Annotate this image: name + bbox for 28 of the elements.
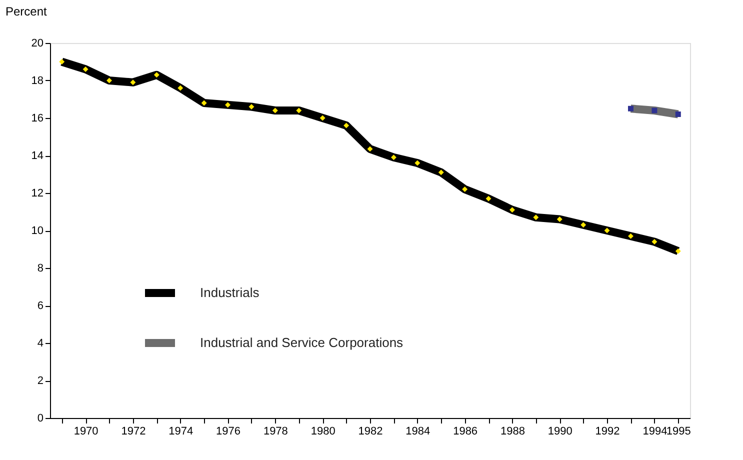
x-tick-label: 1976 (216, 426, 241, 438)
legend-label: Industrial and Service Corporations (200, 335, 404, 350)
x-tick-label: 1980 (310, 426, 336, 438)
x-tick-label: 1972 (121, 426, 146, 438)
x-tick-label: 1988 (500, 426, 525, 438)
x-tick-label: 1994 (642, 426, 668, 438)
x-tick-label: 1990 (548, 426, 572, 438)
x-tick-label: 1984 (406, 426, 430, 438)
x-tick-label: 1995 (666, 426, 691, 438)
x-tick-label: 1986 (453, 426, 478, 438)
y-tick-label: 0 (37, 412, 44, 424)
x-tick-label: 1982 (358, 426, 383, 438)
y-tick-label: 8 (37, 262, 44, 274)
x-tick-label: 1978 (263, 426, 288, 438)
y-axis-title: Percent (6, 4, 48, 18)
y-tick-label: 18 (31, 75, 44, 87)
y-tick-label: 6 (37, 300, 44, 312)
y-tick-label: 20 (31, 38, 44, 50)
y-tick-label: 10 (31, 225, 44, 237)
y-tick-label: 14 (31, 150, 44, 162)
x-tick-label: 1992 (595, 426, 620, 438)
x-tick-label: 1970 (74, 426, 98, 438)
y-tick-label: 16 (31, 112, 44, 124)
y-tick-label: 2 (37, 375, 44, 387)
x-tick-label: 1974 (168, 426, 194, 438)
y-tick-label: 4 (37, 338, 44, 350)
y-tick-label: 12 (31, 188, 44, 200)
legend-label: Industrials (200, 285, 260, 300)
